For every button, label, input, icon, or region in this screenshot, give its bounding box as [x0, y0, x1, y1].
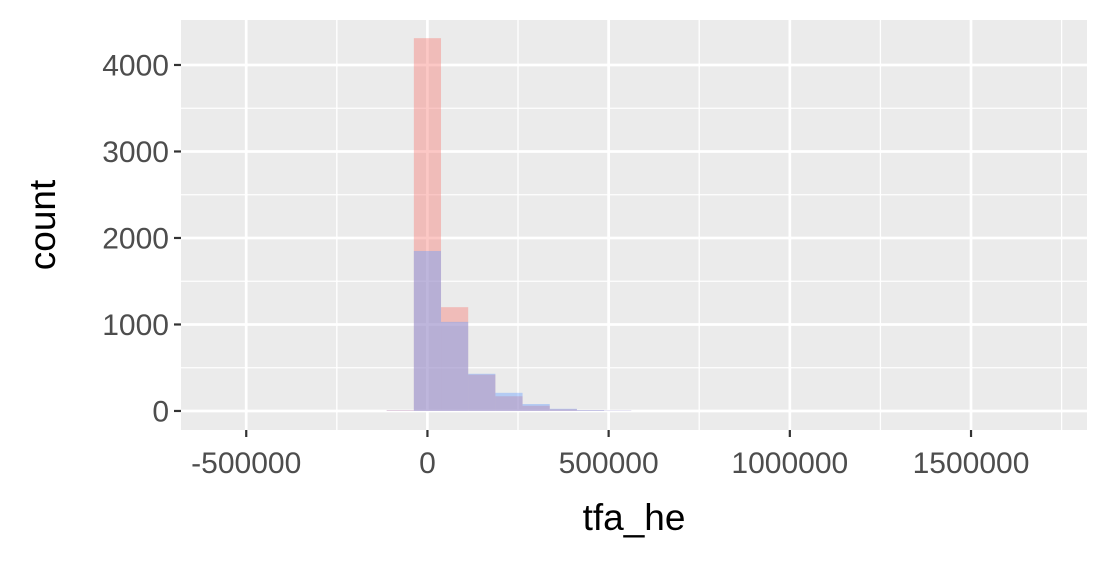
x-tick-label: -500000 [191, 447, 301, 480]
histogram-bar [576, 410, 605, 411]
x-tick-label: 1500000 [913, 447, 1030, 480]
y-tick-label: 4000 [102, 49, 169, 82]
histogram-bar [495, 396, 523, 411]
histogram-bar [549, 409, 577, 411]
histogram-bar [576, 410, 605, 411]
histogram-bar [413, 38, 442, 411]
histogram-bar [495, 392, 523, 411]
histogram-bar [441, 321, 469, 411]
histogram-bar [522, 404, 550, 411]
histogram-bar [549, 408, 577, 411]
x-tick-label: 0 [419, 447, 436, 480]
minor-gridlines [181, 20, 1087, 430]
histogram-bar [468, 373, 496, 411]
major-gridlines [181, 20, 1087, 430]
histogram-bar [441, 307, 469, 411]
histogram-bar [468, 374, 496, 411]
x-tick-label: 1000000 [731, 447, 848, 480]
plot-panel [181, 20, 1087, 430]
y-tick-label: 3000 [102, 136, 169, 169]
y-tick-label: 0 [152, 395, 169, 428]
x-axis-title: tfa_he [583, 497, 686, 538]
x-tick-labels: -500000 0 500000 1000000 1500000 [191, 447, 1029, 480]
histogram-bar [413, 250, 442, 411]
axis-ticks [174, 63, 973, 437]
y-tick-labels: 0 1000 2000 3000 4000 [102, 49, 169, 428]
y-axis-title: count [22, 179, 63, 270]
histogram-bars [386, 38, 632, 411]
y-tick-label: 2000 [102, 222, 169, 255]
histogram-bar [386, 410, 414, 411]
y-tick-label: 1000 [102, 309, 169, 342]
histogram-bar [522, 405, 550, 411]
x-tick-label: 500000 [559, 447, 659, 480]
